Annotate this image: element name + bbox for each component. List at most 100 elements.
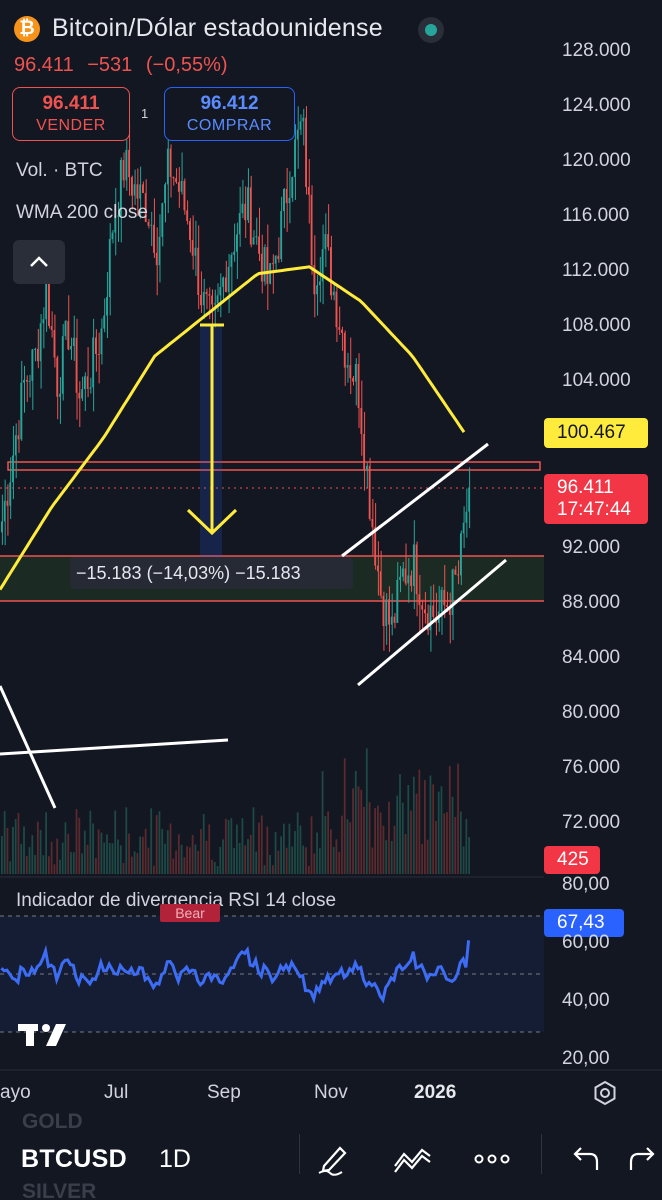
candle-body xyxy=(224,277,227,292)
chart-canvas[interactable] xyxy=(0,0,662,1120)
undo-icon[interactable] xyxy=(566,1142,600,1176)
candle-body xyxy=(299,121,302,130)
more-options-icon[interactable] xyxy=(472,1142,512,1176)
volume-bar xyxy=(296,812,299,874)
candle-body xyxy=(462,522,465,534)
candle-body xyxy=(197,247,200,296)
candle-body xyxy=(36,348,39,362)
chart-area[interactable]: ₿ Bitcoin/Dólar estadounidense 96.411 −5… xyxy=(0,0,662,1120)
redo-icon[interactable] xyxy=(628,1142,662,1176)
price-axis-tick: 128.000 xyxy=(562,40,631,61)
volume-bar xyxy=(50,841,53,874)
volume-bar xyxy=(142,836,144,874)
volume-bar xyxy=(161,829,164,874)
rsi-axis-tick: 60,00 xyxy=(562,932,610,953)
candle-body xyxy=(390,616,393,625)
market-status-icon[interactable] xyxy=(418,17,444,43)
volume-bar xyxy=(236,824,238,874)
volume-bar xyxy=(75,809,78,874)
candle-body xyxy=(200,295,202,306)
candle-body xyxy=(45,280,47,320)
channel-lower-line xyxy=(357,558,507,687)
buy-button[interactable]: 96.412 COMPRAR xyxy=(164,87,295,141)
candle-body xyxy=(108,239,111,298)
candle-body xyxy=(285,188,288,204)
time-axis-tick: Sep xyxy=(207,1082,241,1103)
candle-body xyxy=(457,574,459,576)
candle-body xyxy=(446,605,448,607)
volume-bar xyxy=(357,786,360,874)
collapse-legend-button[interactable] xyxy=(13,240,65,284)
sell-button[interactable]: 96.411 VENDER xyxy=(12,87,130,141)
candle-body xyxy=(130,177,133,196)
volume-bar xyxy=(305,847,307,874)
volume-bar xyxy=(224,818,227,874)
volume-bar xyxy=(20,843,23,874)
indicators-icon[interactable] xyxy=(392,1142,432,1176)
volume-bar xyxy=(194,844,197,874)
volume-bar xyxy=(429,775,432,874)
volume-bar xyxy=(330,829,332,874)
volume-bar xyxy=(346,819,349,874)
symbol-list-next[interactable]: SILVER xyxy=(22,1180,97,1200)
volume-bar xyxy=(136,853,139,874)
candle-body xyxy=(72,337,75,347)
volume-bar xyxy=(158,811,161,874)
candle-body xyxy=(100,328,103,355)
candle-body xyxy=(305,117,307,187)
symbol-list-prev[interactable]: GOLD xyxy=(22,1110,83,1133)
volume-bar xyxy=(175,850,177,874)
volume-bar xyxy=(39,830,42,874)
candle-body xyxy=(407,575,410,584)
volume-bar xyxy=(233,847,235,874)
volume-indicator-label[interactable]: Vol. · BTC xyxy=(16,160,103,181)
last-price-value: 96.411 xyxy=(557,477,614,498)
candle-body xyxy=(147,221,150,226)
volume-bar xyxy=(208,824,211,874)
volume-bar xyxy=(321,771,324,874)
candle-body xyxy=(443,589,446,606)
volume-bar xyxy=(332,847,335,874)
volume-bar xyxy=(86,844,89,874)
price-axis-tick: 76.000 xyxy=(562,757,621,778)
candle-body xyxy=(283,188,285,212)
symbol-title[interactable]: Bitcoin/Dólar estadounidense xyxy=(52,14,383,42)
rsi-indicator-label[interactable]: Indicador de divergencia RSI 14 close xyxy=(16,890,337,911)
settings-gear-icon[interactable] xyxy=(592,1080,618,1106)
volume-bar xyxy=(302,845,305,874)
volume-bar xyxy=(410,810,412,874)
volume-bar xyxy=(56,838,59,874)
drawing-pencil-icon[interactable] xyxy=(316,1142,352,1176)
rsi-axis-tick: 20,00 xyxy=(562,1048,610,1069)
volume-bar xyxy=(61,842,64,874)
rsi-axis-tick: 40,00 xyxy=(562,990,610,1011)
volume-bar xyxy=(382,825,385,874)
price-axis-tick: 124.000 xyxy=(562,95,631,116)
volume-bar xyxy=(437,791,440,874)
candle-body xyxy=(111,232,114,240)
volume-value-tag: 425 xyxy=(544,846,600,874)
volume-bar xyxy=(388,801,390,874)
symbol-selector[interactable]: BTCUSD xyxy=(21,1145,127,1173)
wma-indicator-label[interactable]: WMA 200 close xyxy=(16,202,148,223)
candle-body xyxy=(142,184,144,194)
candle-body xyxy=(70,346,72,350)
candle-body xyxy=(92,337,94,388)
candle-body xyxy=(117,215,119,217)
volume-bar xyxy=(354,770,357,874)
candle-body xyxy=(144,193,147,222)
volume-bar xyxy=(360,789,363,874)
interval-selector[interactable]: 1D xyxy=(159,1145,191,1173)
candle-body xyxy=(360,408,363,434)
candle-body xyxy=(258,236,260,254)
volume-bar xyxy=(457,763,459,874)
candle-body xyxy=(468,487,470,512)
candle-body xyxy=(244,203,247,221)
volume-bar xyxy=(404,833,407,874)
candle-body xyxy=(81,389,83,399)
volume-bar xyxy=(393,825,396,874)
volume-bar xyxy=(244,845,247,874)
price-axis-tick: 116.000 xyxy=(562,205,630,226)
candle-body xyxy=(296,129,299,140)
volume-bar xyxy=(172,858,175,874)
